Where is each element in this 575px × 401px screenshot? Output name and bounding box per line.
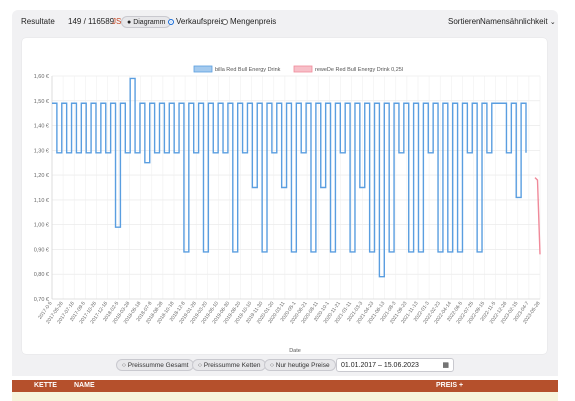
diagram-button-label: Diagramm	[133, 19, 166, 26]
radio-unchecked-icon	[222, 19, 228, 25]
legend-label-billa: billa Red Bull Energy Drink	[215, 67, 281, 73]
date-range-value: 01.01.2017 – 15.06.2023	[341, 362, 419, 369]
y-tick-label: 1,30 €	[34, 148, 49, 154]
legend-label-rewe: reweDe Red Bull Energy Drink 0,25l	[315, 67, 403, 73]
sort-select[interactable]: Namensähnlichkeit ⌄	[480, 10, 556, 34]
radio-quantity-price[interactable]: Mengenpreis	[222, 10, 276, 34]
y-tick-label: 0,80 €	[34, 272, 49, 278]
chart-card: 0,70 € 0,80 € 0,90 € 1,00 € 1,10 € 1,20 € 1,30…	[22, 38, 547, 354]
sum-total-label: Preissumme Gesamt	[127, 362, 189, 369]
series-line-billa	[52, 77, 527, 278]
radio-quantity-label: Mengenpreis	[230, 17, 277, 26]
radio-icon: ○	[122, 362, 126, 369]
column-header-chain[interactable]: KETTE	[34, 382, 57, 389]
results-label: Resultate	[21, 17, 55, 26]
chevron-down-icon: ⌄	[549, 19, 556, 26]
column-header-name[interactable]: NAME	[74, 382, 95, 389]
results-toolbar: Resultate 149 / 116589 JSON ● Diagramm V…	[12, 10, 558, 34]
price-history-chart: 0,70 € 0,80 € 0,90 € 1,00 € 1,10 € 1,20 € 1,30…	[34, 65, 542, 354]
calendar-icon[interactable]: ▦	[442, 362, 449, 369]
sort-label: Sortieren	[448, 17, 481, 26]
radio-icon: ○	[270, 362, 274, 369]
results-table-header: KETTE NAME PREIS +	[12, 380, 558, 392]
table-row	[12, 392, 558, 401]
y-tick-label: 1,10 €	[34, 198, 49, 204]
y-tick-label: 1,60 €	[34, 74, 49, 80]
y-tick-label: 1,40 €	[34, 124, 49, 130]
diagram-toggle-icon: ●	[127, 19, 132, 26]
results-count: 149 / 116589	[68, 17, 115, 26]
y-tick-label: 0,70 €	[34, 297, 49, 303]
radio-icon: ○	[198, 362, 202, 369]
y-tick-label: 1,50 €	[34, 99, 49, 105]
diagram-button[interactable]: ● Diagramm	[121, 16, 172, 28]
legend-swatch-rewe	[293, 65, 313, 73]
sum-chains-label: Preissumme Ketten	[203, 362, 261, 369]
today-only-label: Nur heutige Preise	[275, 362, 330, 369]
legend-swatch-billa	[193, 65, 213, 73]
radio-selling-price[interactable]: Verkaufspreis	[168, 10, 224, 34]
chart-panel: 0,70 € 0,80 € 0,90 € 1,00 € 1,10 € 1,20 € 1,30…	[12, 34, 558, 376]
y-tick-label: 1,00 €	[34, 223, 49, 229]
date-range-input[interactable]: 01.01.2017 – 15.06.2023 ▦	[336, 358, 454, 372]
column-header-price[interactable]: PREIS +	[436, 382, 464, 389]
series-line-rewe	[534, 177, 541, 255]
sum-total-button[interactable]: ○ Preissumme Gesamt	[116, 359, 195, 371]
radio-selling-label: Verkaufspreis	[176, 17, 225, 26]
today-only-button[interactable]: ○ Nur heutige Preise	[264, 359, 336, 371]
y-tick-label: 1,20 €	[34, 173, 49, 179]
sum-chains-button[interactable]: ○ Preissumme Ketten	[192, 359, 267, 371]
sort-select-value: Namensähnlichkeit	[480, 17, 548, 26]
x-axis-title: Date	[289, 348, 301, 354]
y-tick-label: 0,90 €	[34, 247, 49, 253]
radio-checked-icon	[168, 19, 174, 25]
